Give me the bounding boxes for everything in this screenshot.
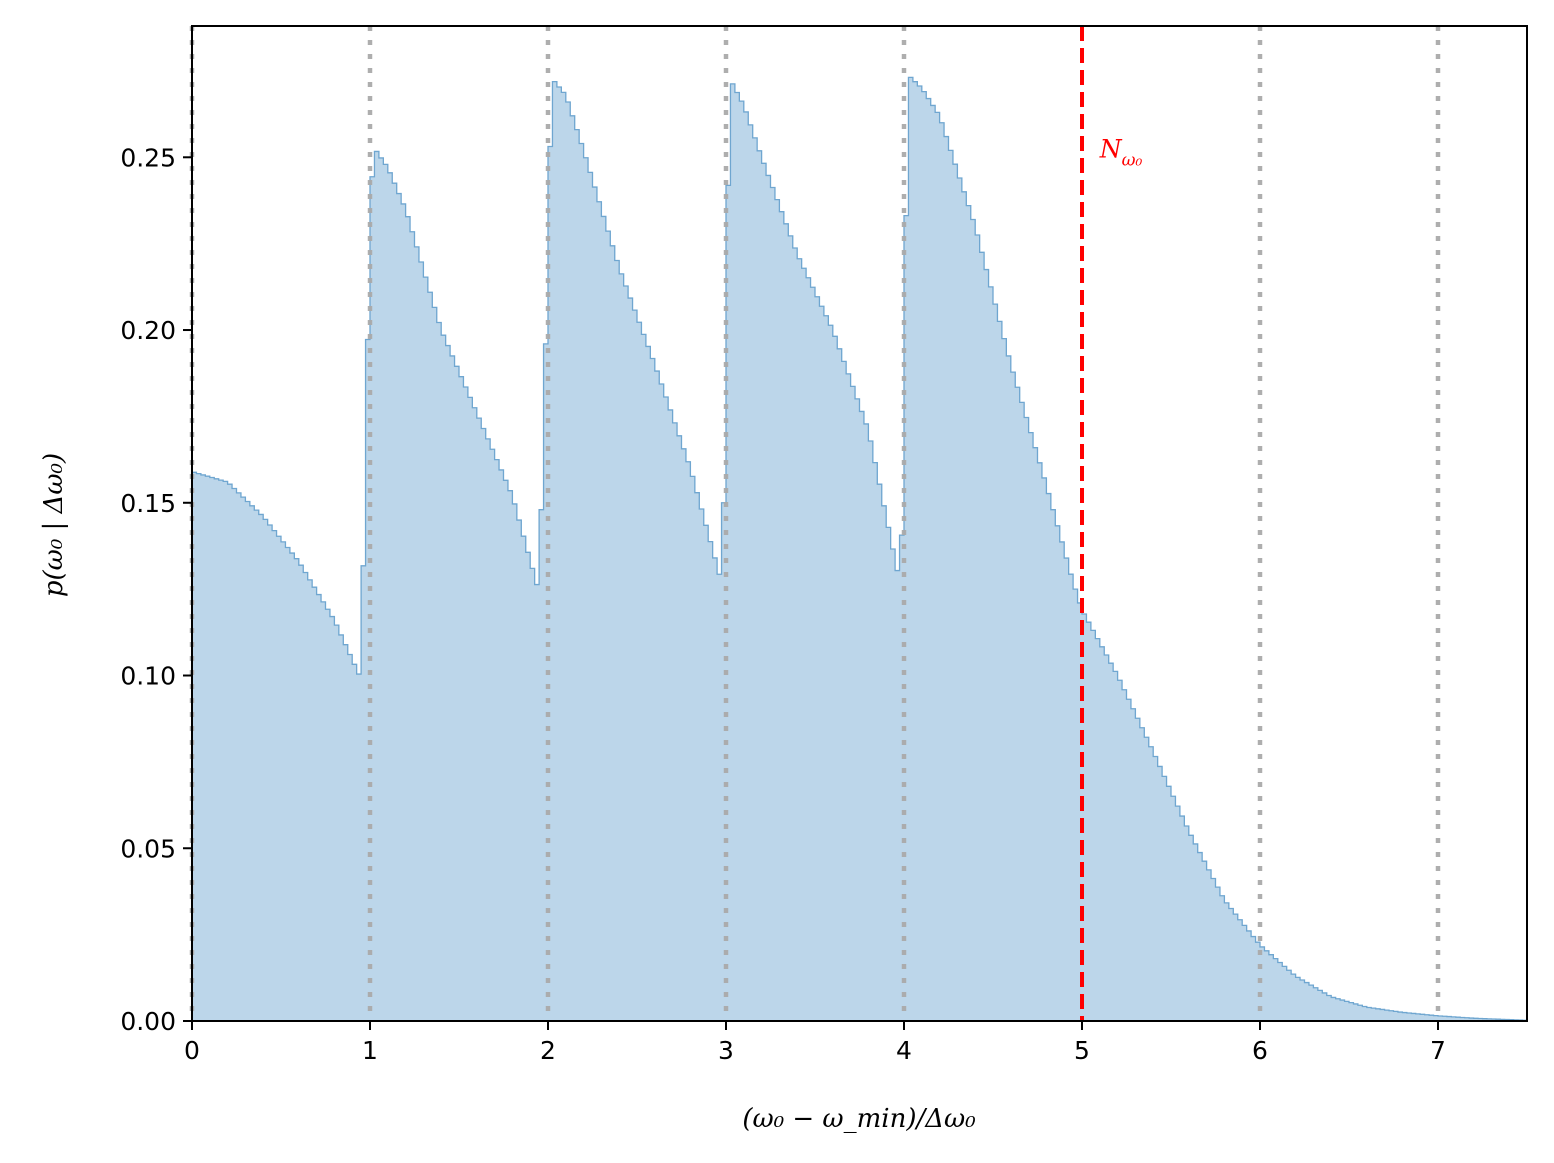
x-tick-label: 6 <box>1252 1036 1268 1065</box>
x-tick-label: 5 <box>1074 1036 1090 1065</box>
y-tick-label: 0.15 <box>120 489 176 518</box>
axes-frame <box>191 25 1528 1022</box>
y-tick-label: 0.00 <box>120 1007 176 1036</box>
x-axis-label: (ω₀ − ω_min)/Δω₀ <box>742 1104 976 1134</box>
x-tick-label: 2 <box>540 1036 556 1065</box>
x-tick-label: 4 <box>896 1036 912 1065</box>
y-tick-label: 0.10 <box>120 662 176 691</box>
axes: 0 1 2 3 4 5 6 7 0.00 0.05 0.10 0.15 0.20 0.25 <box>120 25 1528 1065</box>
histogram-edge <box>192 76 1527 1021</box>
y-axis-label: p(ω₀ | Δω₀) <box>39 453 69 597</box>
histogram-fill <box>192 77 1527 1021</box>
x-tick-label: 3 <box>718 1036 734 1065</box>
y-tick-label: 0.05 <box>120 834 176 863</box>
y-tick-label: 0.20 <box>120 316 176 345</box>
n-omega0-annotation: Nω₀ <box>1099 134 1143 170</box>
y-tick-label: 0.25 <box>120 143 176 172</box>
x-tick-label: 7 <box>1430 1036 1446 1065</box>
x-tick-label: 1 <box>362 1036 378 1065</box>
plot-area <box>189 26 1527 1021</box>
x-tick-label: 0 <box>184 1036 200 1065</box>
